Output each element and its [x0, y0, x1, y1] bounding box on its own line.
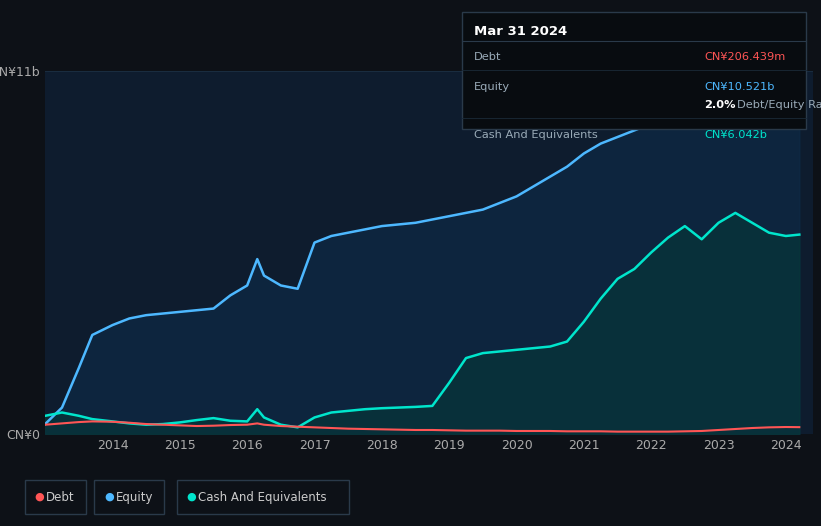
Text: CN¥206.439m: CN¥206.439m [704, 52, 786, 63]
Text: Mar 31 2024: Mar 31 2024 [474, 25, 567, 38]
Text: CN¥6.042b: CN¥6.042b [704, 129, 768, 140]
Text: ●: ● [104, 492, 114, 502]
Text: Equity: Equity [116, 491, 154, 503]
Text: Debt: Debt [46, 491, 75, 503]
Text: Cash And Equivalents: Cash And Equivalents [198, 491, 327, 503]
Text: Cash And Equivalents: Cash And Equivalents [474, 129, 598, 140]
Text: Debt/Equity Ratio: Debt/Equity Ratio [737, 99, 821, 110]
Text: 2.0%: 2.0% [704, 99, 736, 110]
Text: Equity: Equity [474, 82, 510, 93]
Text: ●: ● [34, 492, 44, 502]
Text: Debt: Debt [474, 52, 501, 63]
Text: CN¥10.521b: CN¥10.521b [704, 82, 775, 93]
Text: ●: ● [186, 492, 196, 502]
